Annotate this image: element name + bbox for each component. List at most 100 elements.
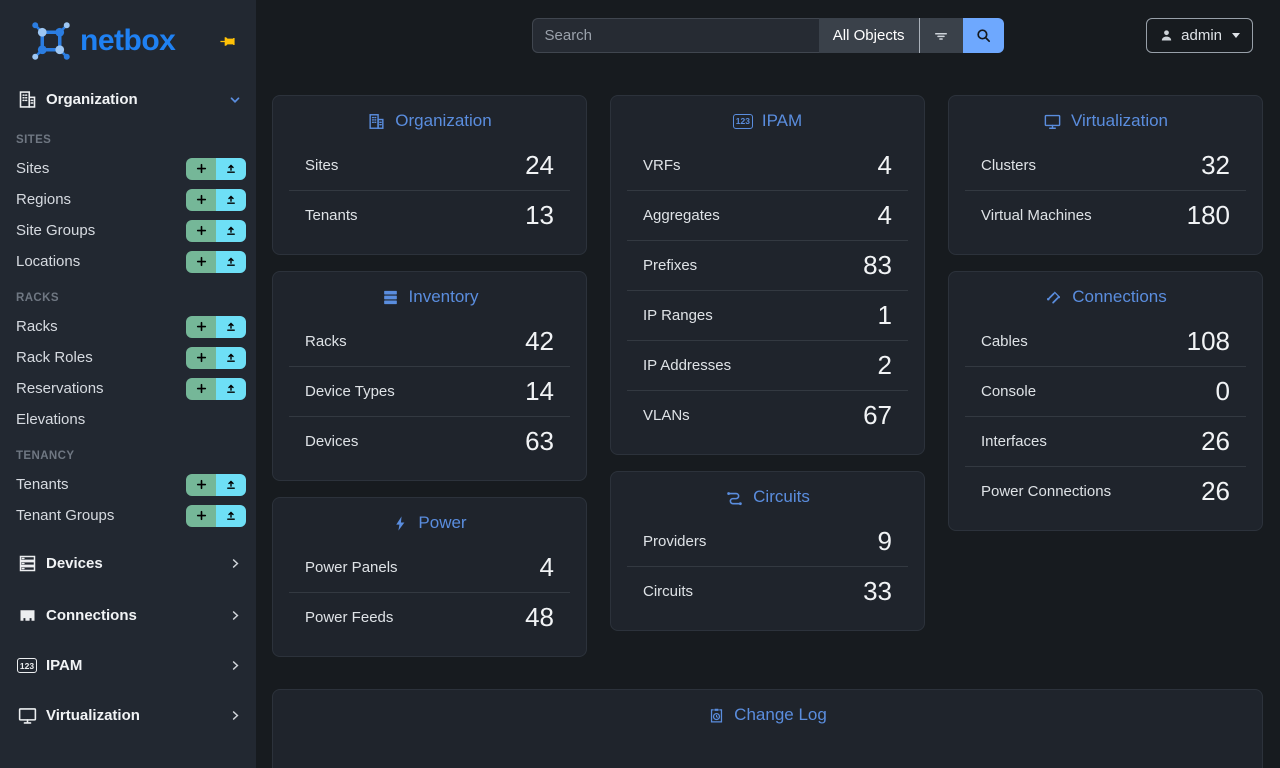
sidebar-item-sites: Sites <box>0 153 256 184</box>
chevron-right-icon <box>229 709 242 722</box>
card-body: Sites 24 Tenants 13 <box>273 138 586 254</box>
netbox-logo-icon[interactable] <box>30 20 72 62</box>
card-body: VRFs 4 Aggregates 4 Prefixes 83 IP Range… <box>611 138 924 454</box>
stat-row[interactable]: Power Connections 26 <box>965 466 1246 516</box>
transit-icon <box>725 488 744 507</box>
monitor-icon <box>1043 112 1062 131</box>
stat-row[interactable]: Sites 24 <box>305 149 554 180</box>
stat-row[interactable]: Providers 9 <box>643 525 892 556</box>
filter-button[interactable] <box>918 18 963 53</box>
sidebar-item-elevations: Elevations <box>16 411 86 428</box>
sidebar-item-regions: Regions <box>0 184 256 215</box>
dashboard-column-1: Organization Sites 24 Tenants 13 <box>272 95 587 657</box>
stat-row[interactable]: Tenants 13 <box>289 190 570 240</box>
card-title[interactable]: Inventory <box>408 287 479 306</box>
sidebar: netbox Organization SITES Sites <box>0 0 256 768</box>
stat-row[interactable]: IP Ranges 1 <box>627 290 908 340</box>
card-header: 123 IPAM <box>611 96 924 138</box>
search-input[interactable] <box>531 18 819 53</box>
sidebar-group-label: Devices <box>46 555 103 572</box>
sidebar-group-organization[interactable]: Organization <box>0 80 256 119</box>
import-button[interactable] <box>216 315 246 338</box>
logo-wordmark[interactable]: netbox <box>80 24 176 57</box>
sidebar-item-locations: Locations <box>0 246 256 277</box>
caret-down-icon <box>1232 33 1240 38</box>
sidebar-item-site-groups: Site Groups <box>0 215 256 246</box>
import-button[interactable] <box>216 250 246 273</box>
stat-row[interactable]: Clusters 32 <box>981 149 1230 180</box>
stat-row[interactable]: Cables 108 <box>981 325 1230 356</box>
stat-row[interactable]: Console 0 <box>965 366 1246 416</box>
stat-row[interactable]: Virtual Machines 180 <box>965 190 1246 240</box>
add-button[interactable] <box>186 250 216 273</box>
section-title-racks: RACKS <box>16 292 59 304</box>
card-header: Organization <box>273 96 586 138</box>
card-title[interactable]: Organization <box>395 111 492 130</box>
sidebar-group-label: Connections <box>46 607 137 624</box>
add-button[interactable] <box>186 504 216 527</box>
stat-row[interactable]: Racks 42 <box>305 325 554 356</box>
stat-row[interactable]: Interfaces 26 <box>965 416 1246 466</box>
add-button[interactable] <box>186 377 216 400</box>
stat-row[interactable]: Power Panels 4 <box>305 551 554 582</box>
stat-row[interactable]: Circuits 33 <box>627 566 908 616</box>
card-body: Racks 42 Device Types 14 Devices 63 <box>273 314 586 480</box>
card-title[interactable]: Change Log <box>734 705 827 724</box>
stat-row[interactable]: Aggregates 4 <box>627 190 908 240</box>
import-button[interactable] <box>216 219 246 242</box>
card-title[interactable]: Power <box>418 513 467 532</box>
server-icon <box>16 553 38 574</box>
sidebar-item-rack-roles: Rack Roles <box>0 342 256 373</box>
sidebar-group-ipam[interactable]: 123 IPAM <box>0 648 256 683</box>
counter-icon: 123 <box>732 113 753 129</box>
stat-row[interactable]: Device Types 14 <box>289 366 570 416</box>
building-icon <box>367 112 386 131</box>
card-header: Virtualization <box>949 96 1262 138</box>
clipboard-clock-icon <box>708 707 725 724</box>
card-body: Cables 108 Console 0 Interfaces 26 Power… <box>949 314 1262 530</box>
import-button[interactable] <box>216 188 246 211</box>
add-button[interactable] <box>186 219 216 242</box>
search-scope-select[interactable]: All Objects <box>818 18 919 53</box>
user-icon <box>1159 28 1174 43</box>
sidebar-group-devices[interactable]: Devices <box>0 544 256 583</box>
add-button[interactable] <box>186 473 216 496</box>
add-button[interactable] <box>186 157 216 180</box>
card-header: Change Log <box>273 690 1262 732</box>
card-title[interactable]: Circuits <box>753 487 810 506</box>
pin-icon[interactable] <box>219 33 236 50</box>
chevron-right-icon <box>229 609 242 622</box>
sidebar-item-racks: Racks <box>0 311 256 342</box>
user-menu-button[interactable]: admin <box>1146 18 1253 53</box>
stat-row[interactable]: VLANs 67 <box>627 390 908 440</box>
sidebar-group-connections[interactable]: Connections <box>0 596 256 635</box>
stat-row[interactable]: Power Feeds 48 <box>289 592 570 642</box>
stat-row[interactable]: IP Addresses 2 <box>627 340 908 390</box>
stat-row[interactable]: Devices 63 <box>289 416 570 466</box>
card-circuits: Circuits Providers 9 Circuits 33 <box>610 471 925 631</box>
sidebar-item-tenants: Tenants <box>0 469 256 500</box>
topbar: All Objects admin <box>272 18 1263 53</box>
import-button[interactable] <box>216 157 246 180</box>
stat-row[interactable]: VRFs 4 <box>643 149 892 180</box>
search-scope-label: All Objects <box>832 27 905 44</box>
add-button[interactable] <box>186 346 216 369</box>
card-inventory: Inventory Racks 42 Device Types 14 Devic… <box>272 271 587 481</box>
ethernet-icon <box>16 605 38 626</box>
add-button[interactable] <box>186 188 216 211</box>
add-button[interactable] <box>186 315 216 338</box>
search-bar: All Objects <box>531 18 1004 53</box>
card-title[interactable]: Connections <box>1072 287 1167 306</box>
card-title[interactable]: IPAM <box>761 111 803 130</box>
sidebar-group-virtualization[interactable]: Virtualization <box>0 696 256 735</box>
search-button[interactable] <box>962 18 1004 53</box>
import-button[interactable] <box>216 346 246 369</box>
import-button[interactable] <box>216 377 246 400</box>
counter-icon: 123 <box>16 658 38 673</box>
stat-row[interactable]: Prefixes 83 <box>627 240 908 290</box>
card-title[interactable]: Virtualization <box>1070 111 1169 130</box>
import-button[interactable] <box>216 504 246 527</box>
card-header: Circuits <box>611 472 924 514</box>
import-button[interactable] <box>216 473 246 496</box>
chevron-right-icon <box>229 557 242 570</box>
